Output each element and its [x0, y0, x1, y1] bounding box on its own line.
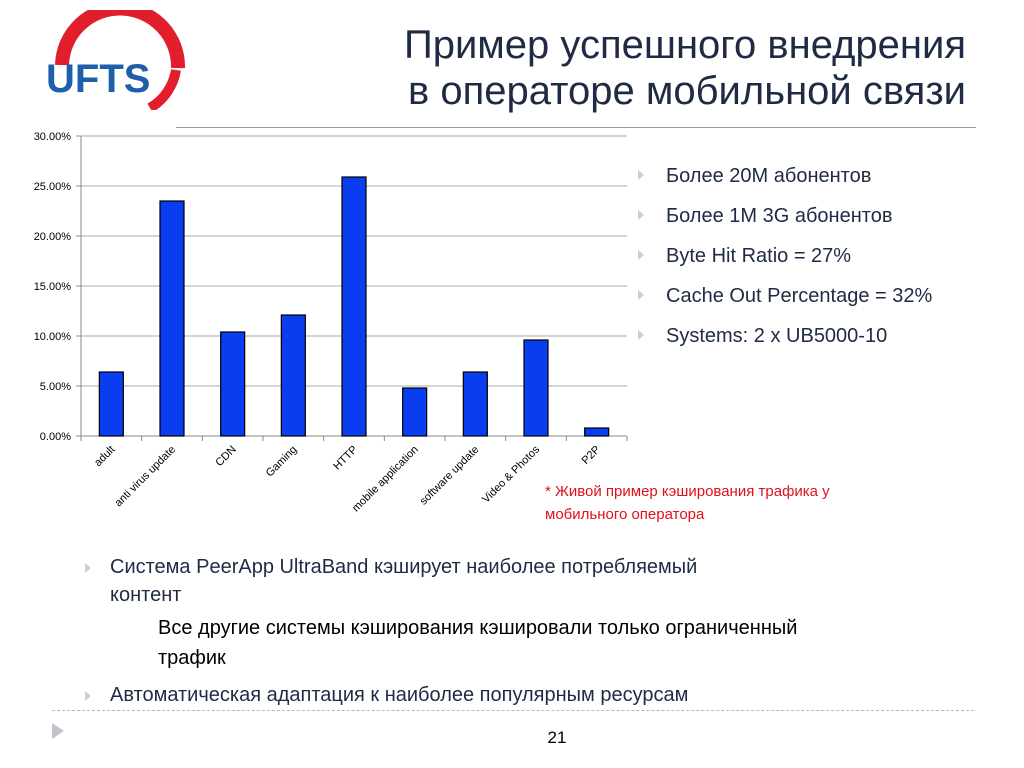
footnote-line-1: * Живой пример кэширования трафика у — [545, 483, 830, 500]
bar — [523, 339, 549, 437]
title-line-2: в операторе мобильной связи — [408, 69, 966, 113]
x-tick-label: software update — [418, 444, 482, 508]
stats-list: Более 20M абонентов Более 1M 3G абоненто… — [636, 156, 1016, 356]
x-tick-label: HTTP — [331, 444, 360, 473]
stats-item-text: Более 1M 3G абонентов — [666, 205, 893, 227]
bullet-arrow-icon — [638, 330, 644, 340]
bar — [98, 371, 124, 437]
y-tick-label: 25.00% — [34, 181, 72, 193]
sub-paragraph-line: Все другие системы кэширования кэшировал… — [158, 617, 798, 639]
footnote: * Живой пример кэширования трафика у моб… — [545, 480, 925, 526]
stats-item-text: Byte Hit Ratio = 27% — [666, 245, 852, 267]
stats-item: Cache Out Percentage = 32% — [636, 276, 1016, 316]
paragraph-line: Автоматическая адаптация к наиболее попу… — [110, 684, 689, 706]
bullet-arrow-icon — [638, 290, 644, 300]
bar — [280, 314, 306, 437]
x-tick-label: adult — [92, 444, 117, 469]
footer-arrow-icon — [52, 723, 64, 739]
page-number: 21 — [547, 728, 567, 747]
bar — [462, 371, 488, 437]
bullet-arrow-icon — [638, 170, 644, 180]
y-tick-label: 20.00% — [34, 231, 72, 243]
y-tick-label: 10.00% — [34, 331, 72, 343]
footer-divider — [52, 710, 974, 711]
stats-item: Byte Hit Ratio = 27% — [636, 236, 1016, 276]
bullet-arrow-icon — [85, 691, 91, 701]
stats-item: Более 20M абонентов — [636, 156, 1016, 196]
stats-item-text: Systems: 2 x UB5000-10 — [666, 325, 888, 347]
x-tick-label: Video & Photos — [480, 443, 542, 505]
bar — [220, 331, 246, 437]
slide-title: Пример успешного внедрения в операторе м… — [266, 22, 966, 114]
bullet-arrow-icon — [638, 210, 644, 220]
x-tick-label: mobile application — [350, 444, 421, 515]
stats-item-text: Cache Out Percentage = 32% — [666, 285, 933, 307]
stats-item-text: Более 20M абонентов — [666, 165, 872, 187]
stats-item: Systems: 2 x UB5000-10 — [636, 316, 1016, 356]
paragraph-line: контент — [110, 584, 182, 606]
body-paragraph: Автоматическая адаптация к наиболее попу… — [80, 681, 980, 709]
y-tick-label: 5.00% — [40, 381, 71, 393]
x-tick-label: P2P — [580, 444, 603, 467]
bar — [402, 387, 428, 437]
y-tick-label: 15.00% — [34, 281, 72, 293]
bar — [159, 200, 185, 437]
bar-chart: 0.00% 5.00% 10.00% 15.00% 20.00% 25.00% 30.00%… — [34, 131, 628, 515]
x-tick-label: CDN — [213, 444, 238, 469]
bullet-arrow-icon — [85, 563, 91, 573]
stats-item: Более 1M 3G абонентов — [636, 196, 1016, 236]
bar — [584, 427, 610, 437]
ufts-logo: UFTS — [40, 1, 190, 113]
footnote-line-2: мобильного оператора — [545, 506, 705, 523]
sub-paragraph: Все другие системы кэширования кэшировал… — [110, 613, 980, 673]
body-text: Система PeerApp UltraBand кэширует наибо… — [80, 553, 980, 709]
x-tick-label: Gaming — [264, 444, 300, 480]
x-tick-label: anti virus update — [113, 444, 179, 510]
sub-paragraph-line: трафик — [158, 647, 226, 669]
logo-text: UFTS — [46, 57, 150, 101]
y-tick-label: 0.00% — [40, 431, 71, 443]
title-line-1: Пример успешного внедрения — [403, 23, 966, 67]
body-paragraph: Система PeerApp UltraBand кэширует наибо… — [80, 553, 980, 673]
bullet-arrow-icon — [638, 250, 644, 260]
bar — [341, 176, 367, 437]
title-divider — [176, 127, 976, 128]
y-tick-label: 30.00% — [34, 131, 72, 143]
paragraph-line: Система PeerApp UltraBand кэширует наибо… — [110, 556, 698, 578]
